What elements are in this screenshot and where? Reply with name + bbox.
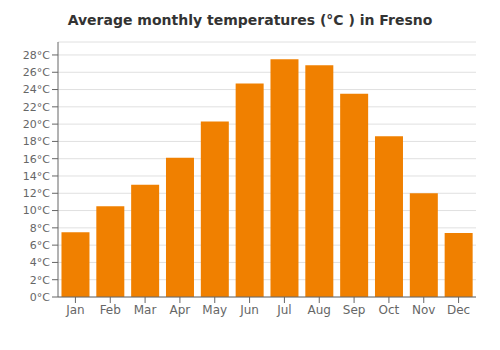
svg-text:Mar: Mar bbox=[134, 303, 157, 317]
svg-text:18°C: 18°C bbox=[23, 135, 50, 148]
svg-text:Aug: Aug bbox=[308, 303, 331, 317]
svg-text:Jun: Jun bbox=[239, 303, 259, 317]
svg-text:2°C: 2°C bbox=[30, 274, 50, 287]
svg-text:Jul: Jul bbox=[276, 303, 291, 317]
svg-text:12°C: 12°C bbox=[23, 187, 50, 200]
svg-text:Sep: Sep bbox=[343, 303, 366, 317]
svg-text:16°C: 16°C bbox=[23, 153, 50, 166]
svg-text:May: May bbox=[202, 303, 227, 317]
svg-text:20°C: 20°C bbox=[23, 118, 50, 131]
svg-text:Nov: Nov bbox=[412, 303, 435, 317]
svg-text:4°C: 4°C bbox=[30, 256, 50, 269]
html-text:Average monthly temperatures (: Average monthly temperatures (°C ) in Fr… bbox=[67, 12, 433, 28]
svg-text:Jan: Jan bbox=[65, 303, 85, 317]
svg-text:Apr: Apr bbox=[170, 303, 191, 317]
svg-text:Dec: Dec bbox=[447, 303, 470, 317]
svg-text:6°C: 6°C bbox=[30, 239, 50, 252]
svg-text:10°C: 10°C bbox=[23, 204, 50, 217]
svg-text:24°C: 24°C bbox=[23, 83, 50, 96]
svg-text:28°C: 28°C bbox=[23, 49, 50, 62]
svg-text:Feb: Feb bbox=[100, 303, 121, 317]
svg-text:Oct: Oct bbox=[379, 303, 400, 317]
svg-text:8°C: 8°C bbox=[30, 222, 50, 235]
svg-text:22°C: 22°C bbox=[23, 101, 50, 114]
svg-text:26°C: 26°C bbox=[23, 66, 50, 79]
svg-text:14°C: 14°C bbox=[23, 170, 50, 183]
svg-text:0°C: 0°C bbox=[30, 291, 50, 304]
